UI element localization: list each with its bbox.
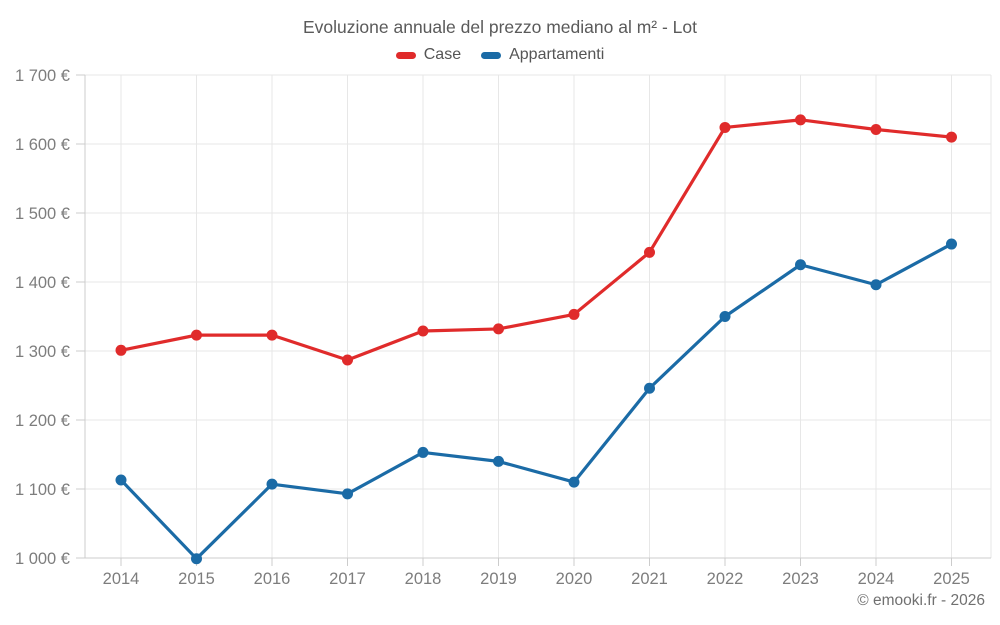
data-point-appartamenti-2023[interactable]: [795, 259, 806, 271]
data-point-case-2019[interactable]: [493, 323, 504, 335]
data-point-case-2020[interactable]: [568, 308, 580, 320]
x-tick-label: 2018: [405, 570, 442, 588]
y-tick-label: 1 400 €: [15, 274, 70, 292]
legend-label-case: Case: [423, 46, 462, 63]
legend-item-appartamenti[interactable]: Appartamenti: [481, 46, 604, 64]
x-tick-label: 2019: [480, 570, 517, 588]
data-point-appartamenti-2014[interactable]: [115, 474, 127, 486]
appartamenti-series-swatch: [481, 51, 502, 59]
x-tick-label: 2020: [556, 570, 593, 588]
data-point-appartamenti-2017[interactable]: [342, 488, 353, 500]
data-point-appartamenti-2015[interactable]: [191, 553, 202, 565]
y-tick-label: 1 300 €: [15, 343, 70, 361]
x-tick-label: 2022: [707, 570, 744, 588]
data-point-case-2014[interactable]: [115, 344, 127, 356]
data-point-case-2025[interactable]: [946, 131, 957, 143]
x-tick-label: 2024: [858, 570, 895, 588]
series-line-appartamenti: [119, 242, 954, 561]
chart-title: Evoluzione annuale del prezzo mediano al…: [303, 17, 697, 37]
data-point-appartamenti-2025[interactable]: [946, 238, 957, 250]
x-tick-label: 2021: [631, 570, 668, 588]
data-point-case-2021[interactable]: [644, 246, 655, 258]
data-point-appartamenti-2020[interactable]: [568, 476, 580, 488]
y-tick-label: 1 700 €: [15, 67, 70, 85]
legend: Case Appartamenti: [0, 46, 1000, 64]
data-point-case-2017[interactable]: [342, 354, 353, 366]
data-point-appartamenti-2019[interactable]: [493, 455, 504, 467]
data-point-appartamenti-2022[interactable]: [719, 311, 731, 322]
data-point-case-2016[interactable]: [266, 329, 278, 341]
series-line-case: [119, 118, 954, 362]
data-point-appartamenti-2018[interactable]: [417, 446, 429, 458]
data-point-appartamenti-2024[interactable]: [870, 279, 882, 291]
x-tick-label: 2015: [178, 570, 215, 588]
legend-item-case[interactable]: Case: [395, 46, 462, 64]
legend-label-appartamenti: Appartamenti: [509, 46, 605, 63]
y-tick-label: 1 500 €: [15, 205, 70, 223]
data-point-case-2018[interactable]: [417, 325, 429, 337]
x-tick-label: 2025: [933, 570, 970, 588]
data-point-case-2015[interactable]: [191, 329, 202, 341]
data-point-case-2023[interactable]: [795, 114, 806, 126]
y-tick-label: 1 200 €: [15, 412, 70, 430]
y-tick-label: 1 600 €: [15, 136, 70, 154]
data-point-case-2024[interactable]: [870, 124, 882, 136]
y-tick-label: 1 000 €: [15, 550, 70, 568]
case-series-swatch: [395, 51, 416, 59]
x-tick-label: 2023: [782, 570, 819, 588]
data-point-appartamenti-2021[interactable]: [644, 382, 655, 394]
x-tick-label: 2014: [103, 570, 140, 588]
data-point-case-2022[interactable]: [719, 121, 731, 133]
y-tick-label: 1 100 €: [15, 481, 70, 499]
copyright-notice: © emooki.fr - 2026: [857, 592, 985, 609]
x-tick-label: 2017: [329, 570, 366, 588]
data-point-appartamenti-2016[interactable]: [266, 478, 278, 490]
x-tick-label: 2016: [254, 570, 291, 588]
